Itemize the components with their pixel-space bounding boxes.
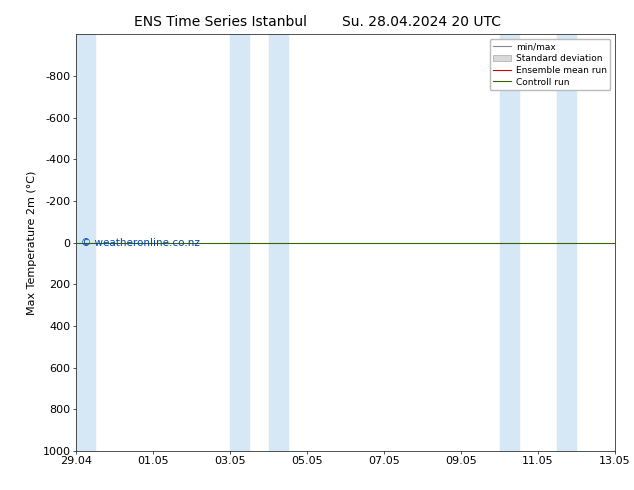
Legend: min/max, Standard deviation, Ensemble mean run, Controll run: min/max, Standard deviation, Ensemble me… (489, 39, 611, 90)
Bar (230, 34, 249, 451)
Text: © weatheronline.co.nz: © weatheronline.co.nz (81, 238, 200, 248)
Bar (557, 34, 576, 451)
Bar (269, 34, 288, 451)
Text: ENS Time Series Istanbul        Su. 28.04.2024 20 UTC: ENS Time Series Istanbul Su. 28.04.2024 … (134, 15, 500, 29)
Y-axis label: Max Temperature 2m (°C): Max Temperature 2m (°C) (27, 171, 37, 315)
Bar (76, 34, 95, 451)
Bar (500, 34, 519, 451)
